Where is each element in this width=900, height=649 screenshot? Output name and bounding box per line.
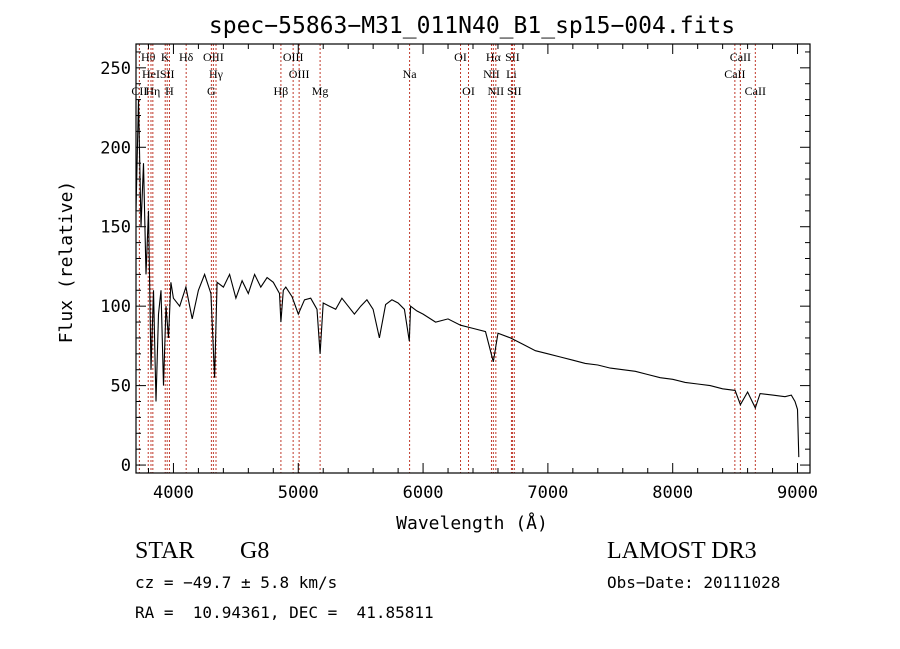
line-label: CaII bbox=[745, 84, 766, 98]
y-tick-label: 200 bbox=[100, 138, 131, 158]
line-label: CII bbox=[131, 84, 147, 98]
y-tick-label: 0 bbox=[121, 456, 131, 476]
line-label: SII bbox=[507, 84, 522, 98]
y-tick-label: 50 bbox=[111, 377, 131, 397]
line-label: Mg bbox=[312, 84, 329, 98]
line-label: K bbox=[161, 50, 170, 64]
spectrum-line bbox=[135, 99, 800, 458]
line-label: SII bbox=[505, 50, 520, 64]
line-label: Hη bbox=[145, 84, 160, 98]
line-label: CaII bbox=[724, 67, 745, 81]
chart-title: spec−55863−M31_011N40_B1_sp15−004.fits bbox=[209, 13, 735, 39]
x-tick-label: 6000 bbox=[403, 483, 444, 503]
object-subclass: G8 bbox=[240, 538, 270, 564]
line-label: OIII bbox=[289, 67, 310, 81]
y-axis-title: Flux (relative) bbox=[56, 181, 77, 344]
line-label: OIII bbox=[283, 50, 304, 64]
x-axis-title: Wavelength (Å) bbox=[396, 512, 548, 534]
line-label: NII bbox=[483, 67, 500, 81]
x-axis: 4000 5000 6000 7000 8000 9000 bbox=[147, 44, 818, 503]
observation-date: Obs−Date: 20111028 bbox=[607, 573, 781, 592]
line-label: Hδ bbox=[179, 50, 194, 64]
y-tick-label: 100 bbox=[100, 297, 131, 317]
line-label: OI bbox=[454, 50, 467, 64]
coordinates: RA = 10.94361, DEC = 41.85811 bbox=[135, 603, 434, 622]
x-tick-label: 4000 bbox=[153, 483, 194, 503]
x-tick-label: 5000 bbox=[278, 483, 319, 503]
line-label: Hβ bbox=[274, 84, 289, 98]
line-label: Hγ bbox=[209, 67, 224, 81]
line-label: OIII bbox=[203, 50, 224, 64]
line-label: Li bbox=[506, 67, 517, 81]
y-axis: 0 50 100 150 200 250 bbox=[100, 51, 810, 476]
plot-frame bbox=[135, 43, 811, 474]
y-tick-label: 150 bbox=[100, 218, 131, 238]
x-tick-label: 9000 bbox=[777, 483, 818, 503]
line-label: Na bbox=[403, 67, 418, 81]
line-label: Hθ bbox=[141, 50, 156, 64]
line-label: OI bbox=[462, 84, 475, 98]
y-tick-label: 250 bbox=[100, 59, 131, 79]
line-label: G bbox=[207, 84, 216, 98]
object-class: STAR bbox=[135, 538, 195, 564]
line-label: HeI bbox=[142, 67, 160, 81]
x-tick-label: 8000 bbox=[652, 483, 693, 503]
x-tick-label: 7000 bbox=[527, 483, 568, 503]
line-label: CaII bbox=[730, 50, 751, 64]
redshift-velocity: cz = −49.7 ± 5.8 km/s bbox=[135, 573, 338, 592]
line-label: H bbox=[165, 84, 174, 98]
line-label: Hα bbox=[486, 50, 502, 64]
line-label: SII bbox=[160, 67, 175, 81]
survey-name: LAMOST DR3 bbox=[607, 538, 757, 564]
line-label: NII bbox=[488, 84, 505, 98]
